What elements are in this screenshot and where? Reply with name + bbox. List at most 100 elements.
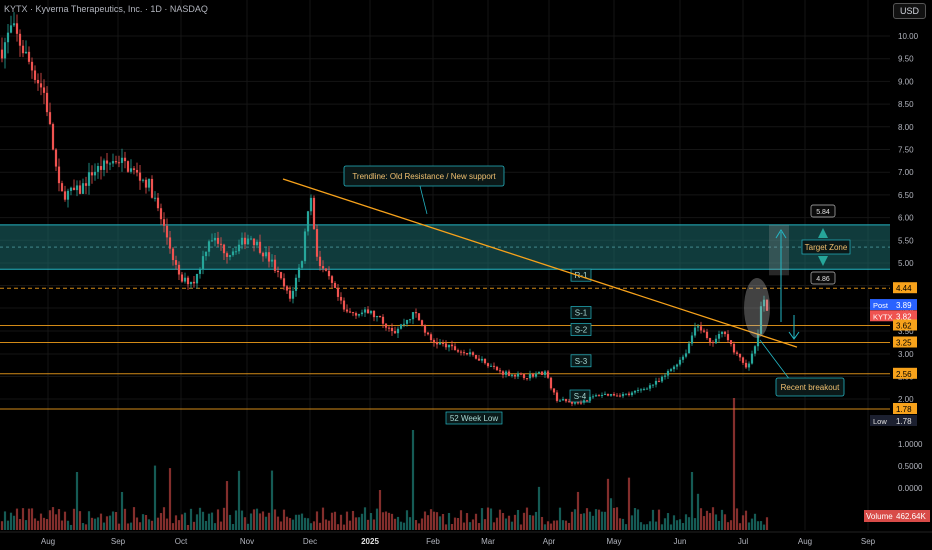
candle [438,339,442,346]
candle [198,267,202,279]
candle [411,311,415,325]
volume-bar [618,518,622,530]
candle [243,232,247,250]
candle [444,340,448,350]
candle [510,374,514,378]
candle-body [177,264,181,275]
volume-bar [321,507,325,530]
candle [36,73,40,91]
candle [603,391,607,396]
volume-bar [669,524,673,530]
candle-body [222,244,226,254]
price-tick-label: 5.50 [898,236,914,245]
price-tick-label: 6.00 [898,214,914,223]
candle-body [411,312,415,320]
level-label-box [570,306,592,319]
candle [561,396,565,401]
candle [246,234,250,246]
candle-body [228,255,232,257]
volume-bar [81,523,85,530]
candle-body [531,373,535,377]
candle-body [306,211,310,232]
candle-body [636,389,640,391]
candle-body [342,300,346,310]
candle [45,86,49,117]
price-tag-name-box [870,299,893,311]
candle-body [567,401,571,403]
candle [594,393,598,397]
candle-body [633,390,637,393]
volume-bar [717,520,721,530]
candle-body [291,290,295,299]
candle [81,178,85,195]
candle-body [417,313,421,321]
volume-bar [420,518,424,530]
volume-bar [366,519,370,530]
candle [363,306,367,318]
volume-bar [72,508,76,530]
candle [249,235,253,241]
volume-bar [300,513,304,530]
candle-body [492,365,496,367]
volume-bar [393,518,397,530]
candle-body [642,388,646,390]
candle-body [51,124,55,150]
candle [258,234,262,255]
volume-bar [402,522,406,530]
candle-body [159,208,163,220]
week-low-text: 52 Week Low [450,414,499,423]
candle-body [615,395,619,397]
volume-bar [474,513,478,530]
price-tag: 1.78 [893,403,917,414]
volume-bar [549,523,553,530]
volume-bar [429,509,433,530]
trendline [282,178,798,348]
volume-bar [741,515,745,530]
candle [90,165,94,184]
candle [138,164,142,190]
candle [216,231,220,247]
candle-body [489,365,493,367]
volume-bar [204,520,208,530]
candle [681,354,685,363]
volume-bar [93,518,97,530]
candle-body [444,343,448,348]
candle [726,330,730,343]
volume-bar [579,513,583,530]
candle [576,401,580,405]
volume-bar [462,522,466,530]
candle [543,370,547,378]
volume-legend-value: 462.64K [896,512,926,521]
candle-body [696,326,700,328]
candle-body [3,42,7,59]
candle [486,362,490,369]
candle [306,210,310,236]
volume-bar [636,509,640,530]
time-tick-label: Dec [303,537,317,546]
price-tag-value: 1.78 [896,405,912,414]
candle [762,295,766,312]
price-tag: 4.44 [893,282,917,294]
volume-bar [666,513,670,530]
candle-body [597,395,601,397]
volume-bar [459,510,463,530]
candles-group [0,12,769,407]
candle [72,179,76,191]
volume-tick-label: 0.5000 [898,462,923,471]
volume-bar [522,512,526,530]
candle-body [174,260,178,265]
candle [426,331,430,336]
volume-bar [18,519,22,530]
candle [717,330,721,343]
volume-bar [519,524,523,530]
volume-bar [405,510,409,530]
target-value-label: 4.86 [810,271,836,285]
currency-button[interactable]: USD [892,3,926,19]
candle [711,340,715,347]
volume-bar [324,519,328,530]
volume-bar [414,520,418,530]
candle-body [666,370,670,376]
candle-body [432,340,436,343]
